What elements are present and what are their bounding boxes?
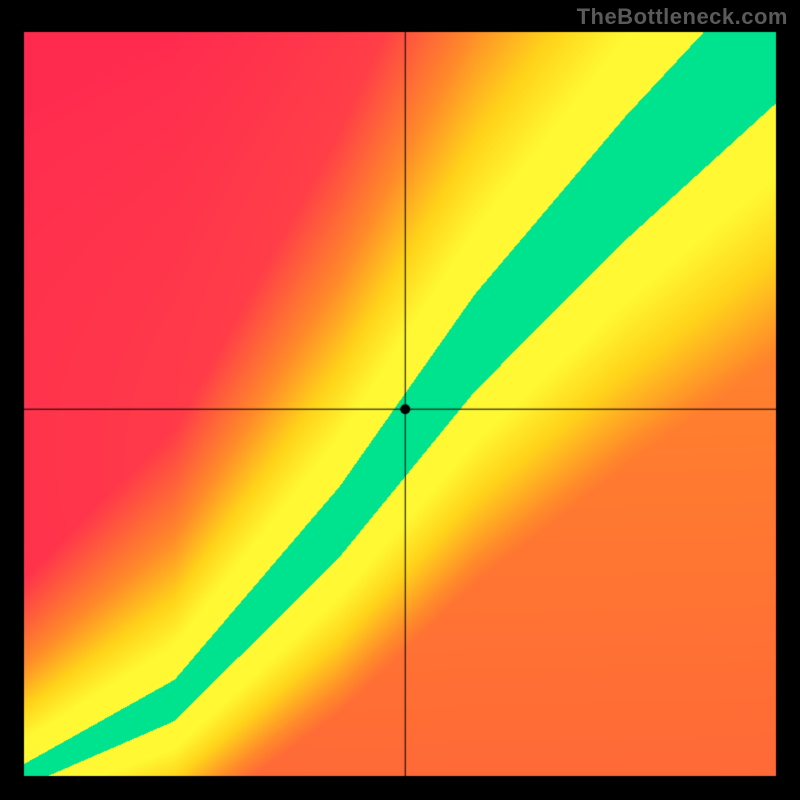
chart-container: TheBottleneck.com — [0, 0, 800, 800]
bottleneck-heatmap — [0, 0, 800, 800]
watermark-text: TheBottleneck.com — [577, 4, 788, 30]
